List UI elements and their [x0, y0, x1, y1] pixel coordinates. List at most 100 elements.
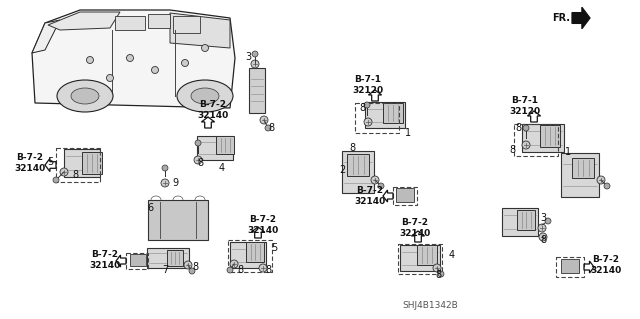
Circle shape [230, 260, 238, 268]
Text: 8: 8 [515, 123, 521, 133]
Bar [147, 248, 189, 268]
Text: 8: 8 [359, 103, 365, 113]
Bar [396, 188, 414, 202]
Bar [82, 152, 102, 174]
Circle shape [152, 66, 159, 73]
Bar [561, 259, 579, 273]
Bar [228, 240, 272, 272]
Bar [502, 208, 538, 236]
Bar [561, 153, 599, 197]
Circle shape [259, 264, 267, 272]
Bar [347, 154, 369, 176]
Polygon shape [32, 10, 235, 108]
Bar [56, 148, 100, 182]
Circle shape [378, 183, 384, 189]
Polygon shape [572, 7, 590, 29]
Text: 8: 8 [435, 270, 441, 280]
Polygon shape [148, 14, 170, 28]
Bar [398, 244, 442, 274]
Polygon shape [48, 12, 120, 30]
Text: B-7-2
32140: B-7-2 32140 [590, 255, 621, 275]
Bar [572, 158, 594, 178]
Bar [216, 136, 234, 154]
Circle shape [162, 165, 168, 171]
Polygon shape [173, 16, 200, 33]
Circle shape [184, 261, 192, 269]
Text: FR.: FR. [552, 13, 570, 23]
Circle shape [364, 118, 372, 126]
Text: 1: 1 [565, 147, 571, 157]
Text: 9: 9 [172, 178, 178, 188]
Circle shape [265, 125, 271, 131]
Bar [365, 102, 405, 128]
Circle shape [86, 56, 93, 63]
Bar [355, 103, 399, 133]
Bar [130, 254, 146, 266]
Text: B-7-2
32140: B-7-2 32140 [355, 186, 386, 206]
Bar [246, 242, 264, 262]
Circle shape [539, 233, 547, 241]
Circle shape [53, 177, 59, 183]
Polygon shape [32, 20, 60, 53]
Polygon shape [170, 13, 230, 48]
Bar [522, 124, 564, 152]
Circle shape [604, 183, 610, 189]
Text: B-7-1
32120: B-7-1 32120 [353, 75, 383, 95]
Polygon shape [115, 16, 145, 30]
Bar [126, 253, 148, 269]
Circle shape [523, 125, 529, 131]
Text: B-7-1
32120: B-7-1 32120 [509, 96, 541, 116]
Text: B-7-2
32140: B-7-2 32140 [14, 153, 45, 173]
Bar [197, 136, 233, 160]
Text: 8: 8 [72, 170, 78, 180]
Text: 2: 2 [339, 165, 345, 175]
Text: 5: 5 [47, 157, 53, 167]
Bar [167, 250, 183, 266]
Text: 5: 5 [271, 243, 277, 253]
Bar [514, 124, 558, 156]
Text: 8: 8 [197, 158, 203, 168]
Circle shape [545, 218, 551, 224]
Circle shape [182, 60, 189, 66]
Text: 8: 8 [509, 145, 515, 155]
Text: 8: 8 [192, 262, 198, 272]
Text: 8: 8 [540, 235, 546, 245]
Circle shape [195, 140, 201, 146]
Circle shape [364, 102, 370, 108]
Text: 4: 4 [449, 250, 455, 260]
Text: 6: 6 [147, 203, 153, 213]
Bar [64, 149, 100, 177]
Circle shape [106, 75, 113, 81]
Bar [400, 245, 440, 271]
Text: B-7-2
32140: B-7-2 32140 [197, 100, 228, 120]
Text: B-7-2
32140: B-7-2 32140 [248, 215, 278, 235]
Bar [230, 242, 266, 268]
Circle shape [371, 176, 379, 184]
Text: B-7-2
32140: B-7-2 32140 [399, 218, 431, 238]
Text: 8: 8 [349, 143, 355, 153]
Text: 4: 4 [219, 163, 225, 173]
Bar [148, 200, 208, 240]
Text: 8: 8 [265, 265, 271, 275]
Ellipse shape [177, 80, 233, 112]
Text: B-7-2
32140: B-7-2 32140 [90, 250, 120, 270]
Circle shape [597, 176, 605, 184]
Ellipse shape [57, 80, 113, 112]
Bar [517, 210, 535, 230]
Circle shape [522, 141, 530, 149]
Text: 8: 8 [237, 265, 243, 275]
Ellipse shape [71, 88, 99, 104]
Circle shape [260, 116, 268, 124]
Bar [417, 245, 437, 265]
Text: 3: 3 [245, 52, 251, 62]
Text: 3: 3 [540, 213, 546, 223]
Circle shape [538, 224, 546, 232]
Bar [540, 125, 560, 147]
Circle shape [227, 267, 233, 273]
Bar [342, 151, 374, 193]
Circle shape [251, 60, 259, 68]
Circle shape [127, 55, 134, 62]
Circle shape [202, 44, 209, 51]
Circle shape [252, 51, 258, 57]
Ellipse shape [191, 88, 219, 104]
